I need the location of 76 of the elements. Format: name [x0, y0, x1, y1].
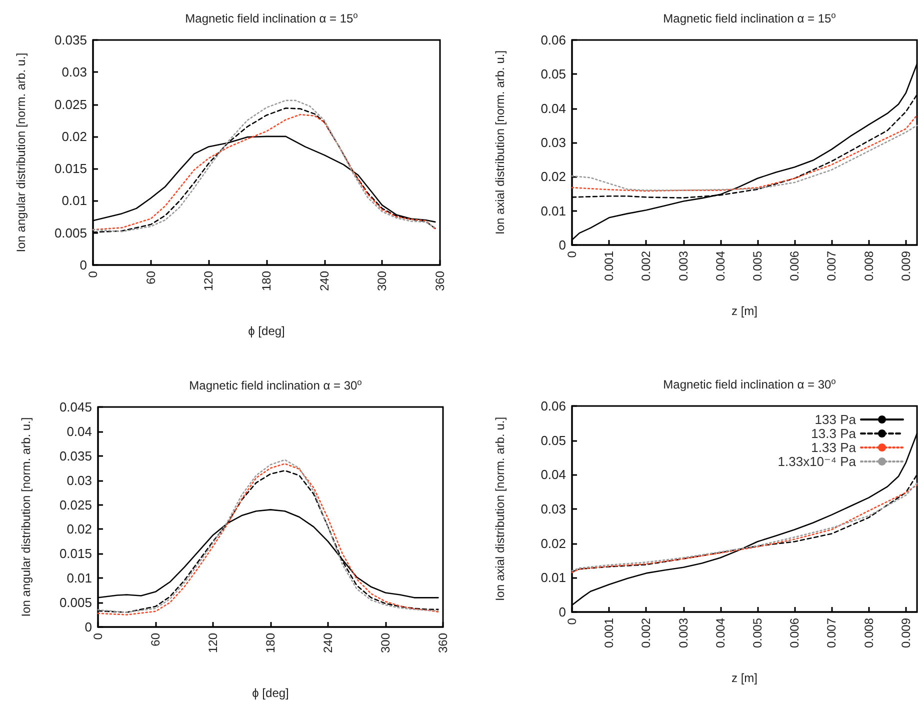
x-tick-label: 0.008 [862, 250, 876, 282]
x-tick-label: 0.009 [898, 618, 913, 648]
x-tick-label: 240 [317, 270, 332, 292]
x-tick-label: 0.001 [602, 250, 616, 282]
legend-label: 1.33x10⁻⁴ Pa [778, 454, 857, 469]
x-tick-label: 60 [144, 270, 158, 284]
y-tick-label: 0.035 [59, 448, 92, 464]
y-tick-label: 0.03 [540, 502, 566, 516]
y-axis-title: Ion angular distribution [norm. arb. u.] [14, 52, 28, 252]
x-axis-title: ϕ [deg] [252, 686, 289, 700]
x-tick-label: 0 [565, 618, 579, 625]
y-tick-label: 0.02 [66, 522, 92, 537]
y-tick-label: 0.04 [540, 467, 566, 482]
y-tick-label: 0.01 [62, 193, 87, 208]
y-tick-label: 0.04 [66, 424, 92, 439]
y-tick-label: 0.025 [54, 96, 87, 112]
y-tick-label: 0.02 [62, 128, 87, 144]
x-tick-label: 120 [202, 270, 216, 292]
y-tick-label: 0.005 [59, 595, 92, 610]
y-tick-label: 0.01 [540, 203, 566, 218]
y-tick-label: 0.02 [540, 536, 566, 551]
legend-label: 133 Pa [814, 412, 857, 427]
x-tick-label: 120 [206, 632, 220, 654]
x-tick-label: 0.002 [639, 250, 654, 282]
x-tick-label: 60 [148, 632, 162, 646]
x-tick-label: 0.007 [824, 250, 839, 282]
legend-label: 1.33 Pa [811, 440, 857, 455]
x-tick-label: 0.005 [750, 250, 764, 282]
y-tick-label: 0.05 [540, 66, 566, 82]
x-tick-label: 0 [86, 270, 100, 278]
y-tick-label: 0.035 [54, 32, 87, 48]
x-tick-label: 0 [91, 632, 105, 640]
x-axis-title: z [m] [732, 671, 758, 685]
y-tick-label: 0.03 [540, 135, 566, 150]
y-tick-label: 0.015 [59, 546, 92, 562]
y-tick-label: 0.02 [540, 169, 566, 184]
x-tick-label: 180 [260, 270, 274, 292]
y-tick-label: 0.03 [66, 472, 92, 488]
y-tick-label: 0.015 [54, 161, 87, 176]
x-tick-label: 360 [433, 270, 447, 292]
x-tick-label: 360 [436, 632, 450, 654]
y-axis-title: Ion axial distribution [norm. arb. u.] [493, 50, 507, 235]
x-tick-label: 0.007 [824, 618, 839, 648]
x-tick-label: 0.003 [676, 250, 690, 282]
x-tick-label: 0.006 [788, 618, 802, 648]
y-tick-label: 0.04 [540, 100, 566, 116]
x-tick-label: 0.004 [713, 618, 728, 648]
x-tick-label: 0.003 [676, 618, 690, 648]
y-tick-label: 0 [558, 604, 566, 620]
y-axis-title: Ion axial distribution [norm. arb. u.] [493, 416, 507, 602]
y-tick-label: 0.005 [54, 225, 87, 240]
x-tick-label: 0.009 [898, 250, 913, 282]
x-tick-label: 240 [321, 632, 335, 654]
y-tick-label: 0.03 [62, 64, 87, 80]
y-tick-label: 0.025 [59, 497, 92, 512]
x-tick-label: 300 [375, 270, 390, 292]
x-axis-title: ϕ [deg] [248, 324, 285, 338]
y-tick-label: 0.06 [540, 32, 566, 48]
x-tick-label: 180 [264, 632, 278, 654]
y-tick-label: 0.045 [59, 400, 92, 414]
y-tick-label: 0.01 [540, 570, 566, 586]
x-tick-label: 0.006 [788, 250, 802, 282]
x-axis-title: z [m] [732, 304, 758, 318]
x-tick-label: 300 [378, 632, 392, 654]
y-tick-label: 0 [558, 238, 566, 252]
y-tick-label: 0.05 [540, 432, 566, 448]
y-axis-title: Ion angular distribution [norm. arb. u.] [19, 417, 33, 617]
legend-label: 13.3 Pa [811, 426, 857, 441]
x-tick-label: 0 [565, 250, 579, 258]
x-tick-label: 0.002 [639, 618, 654, 648]
x-tick-label: 0.001 [602, 618, 616, 648]
y-tick-label: 0.06 [540, 398, 566, 414]
x-tick-label: 0.008 [862, 618, 876, 648]
x-tick-label: 0.005 [750, 618, 764, 648]
y-tick-label: 0.01 [66, 570, 92, 586]
x-tick-label: 0.004 [713, 250, 728, 282]
